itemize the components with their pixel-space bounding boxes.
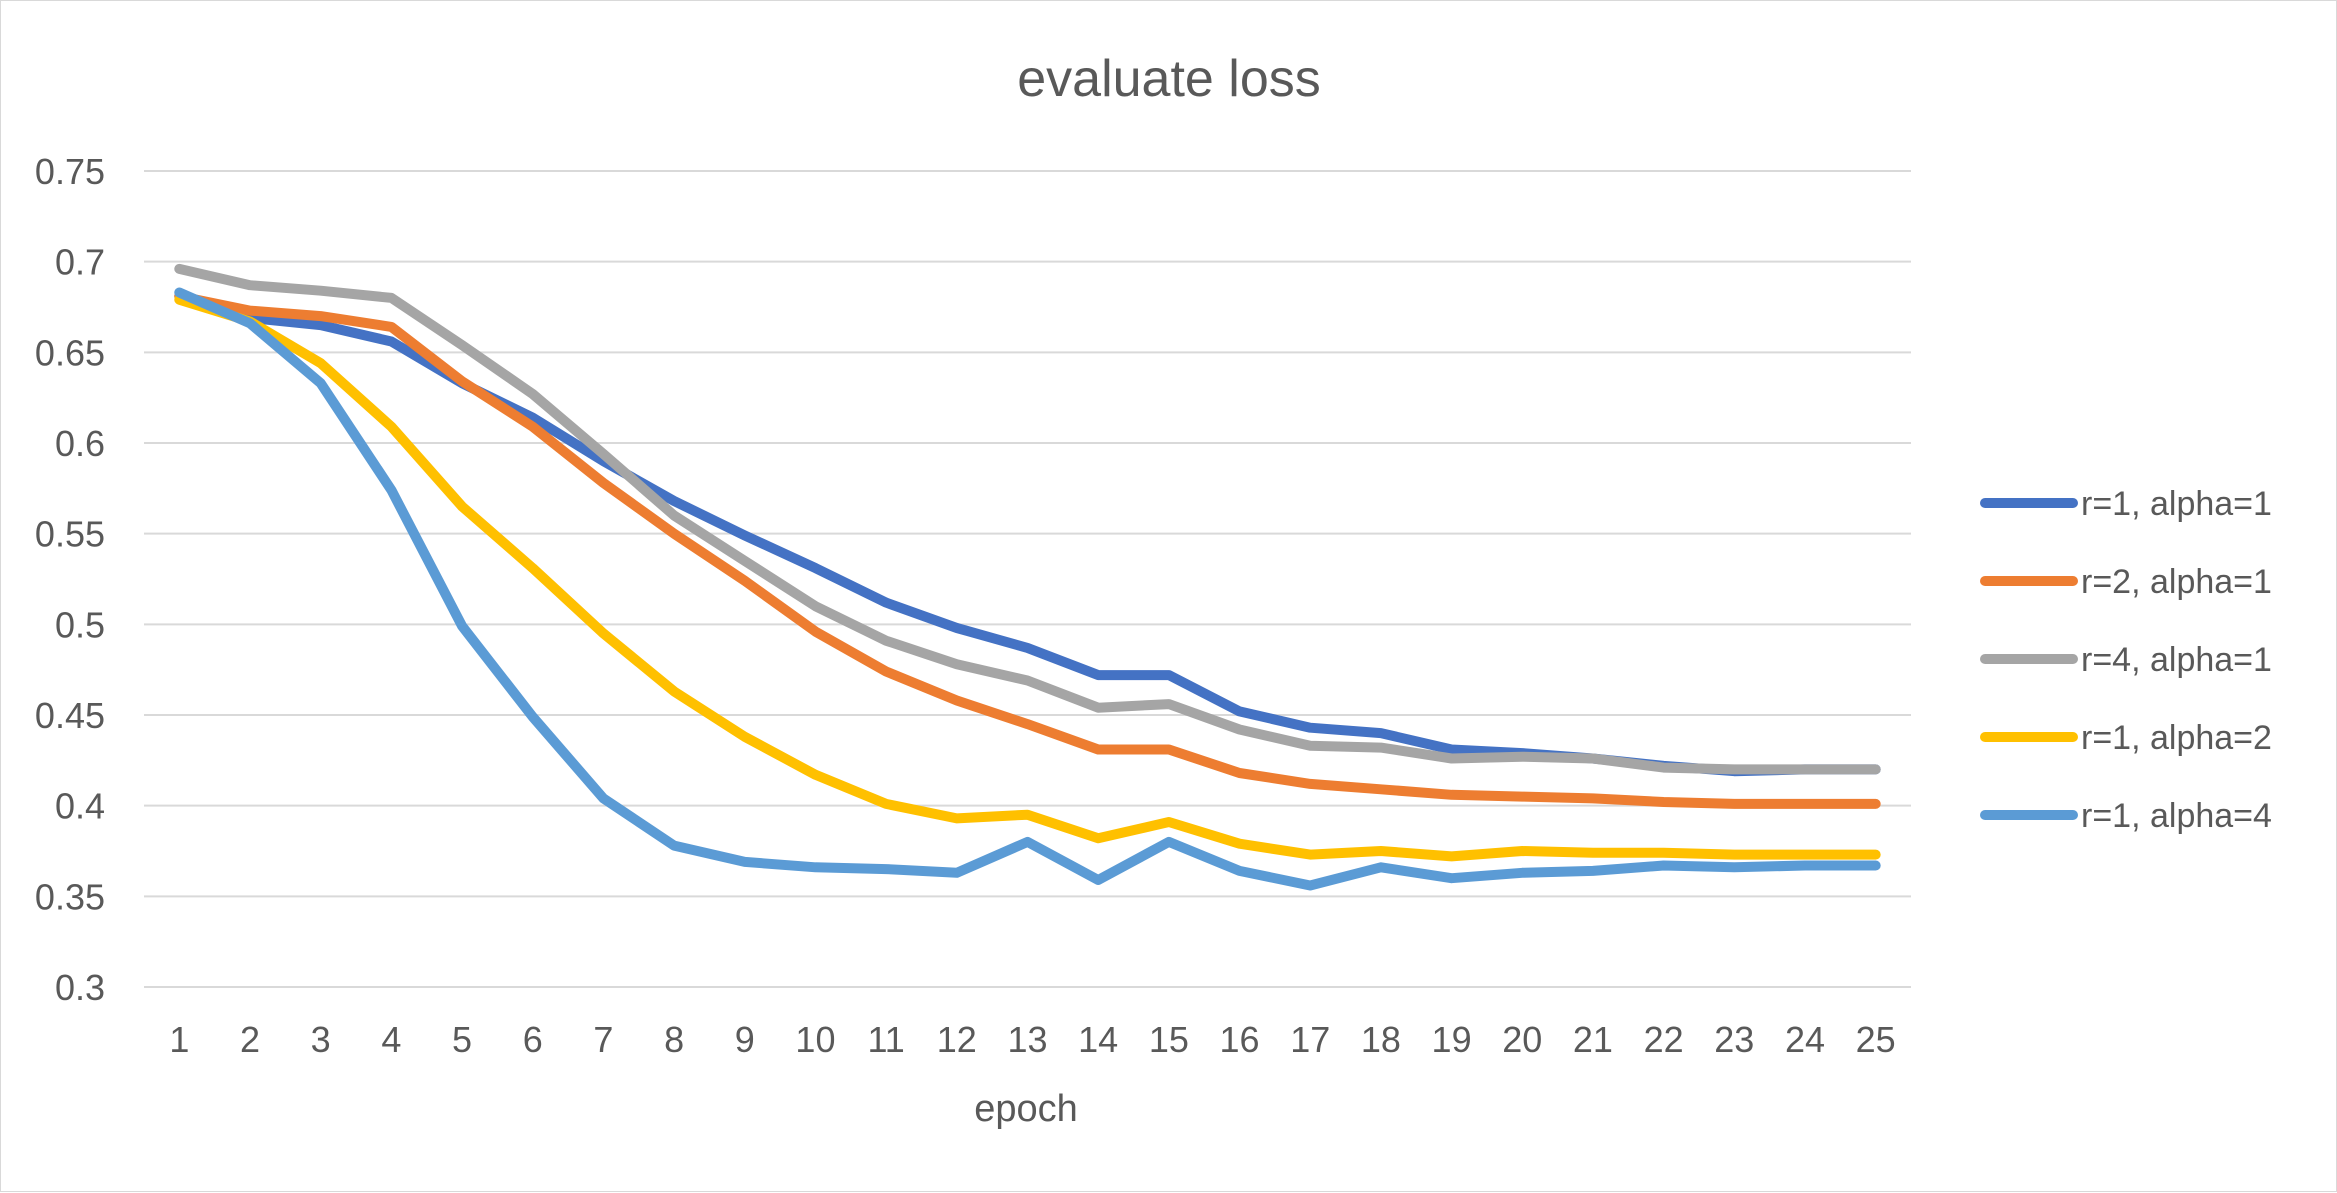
y-tick-label: 0.6 <box>55 423 105 464</box>
x-tick-label: 19 <box>1432 1019 1472 1060</box>
x-tick-label: 15 <box>1149 1019 1189 1060</box>
series-line-r-4-alpha-1 <box>174 263 1881 775</box>
x-tick-label: 6 <box>523 1019 543 1060</box>
y-tick-label: 0.45 <box>35 695 105 736</box>
x-tick-label: 21 <box>1573 1019 1613 1060</box>
x-tick-label: 16 <box>1220 1019 1260 1060</box>
y-tick-label: 0.4 <box>55 786 105 827</box>
chart-title: evaluate loss <box>1017 50 1321 108</box>
x-tick-label: 14 <box>1078 1019 1118 1060</box>
x-tick-label: 3 <box>311 1019 331 1060</box>
x-axis-tick-labels: 1 2 3 4 5 6 7 8 9 10 11 12 13 14 15 16 17 18 19 20 21 22 23 24 2… <box>169 1019 1895 1060</box>
series-line-r-1-alpha-4 <box>174 287 1881 891</box>
x-tick-label: 1 <box>169 1019 189 1060</box>
x-tick-label: 12 <box>937 1019 977 1060</box>
y-tick-label: 0.7 <box>55 242 105 283</box>
y-tick-label: 0.35 <box>35 876 105 917</box>
x-tick-label: 23 <box>1714 1019 1754 1060</box>
x-tick-label: 24 <box>1785 1019 1825 1060</box>
y-tick-label: 0.5 <box>55 604 105 645</box>
x-tick-label: 10 <box>795 1019 835 1060</box>
x-tick-label: 4 <box>381 1019 401 1060</box>
legend-label-r-1-alpha-1: r=1, alpha=1 <box>2081 485 2272 523</box>
series-line-r-1-alpha-2 <box>174 294 1881 862</box>
x-tick-label: 22 <box>1644 1019 1684 1060</box>
x-tick-label: 9 <box>735 1019 755 1060</box>
y-tick-label: 0.55 <box>35 514 105 555</box>
gridlines <box>144 170 1911 988</box>
x-tick-label: 18 <box>1361 1019 1401 1060</box>
y-tick-label: 0.75 <box>35 151 105 192</box>
y-axis-tick-labels: 0.3 0.35 0.4 0.45 0.5 0.55 0.6 0.65 0.7 0.75 <box>35 151 105 1008</box>
x-tick-label: 20 <box>1502 1019 1542 1060</box>
x-tick-label: 8 <box>664 1019 684 1060</box>
x-tick-label: 11 <box>867 1019 904 1060</box>
x-tick-label: 17 <box>1290 1019 1330 1060</box>
legend-label-r-1-alpha-4: r=1, alpha=4 <box>2081 797 2272 835</box>
x-tick-label: 2 <box>240 1019 260 1060</box>
x-tick-label: 13 <box>1007 1019 1047 1060</box>
x-tick-label: 25 <box>1856 1019 1896 1060</box>
series-lines <box>174 263 1881 891</box>
x-axis-label: epoch <box>974 1088 1078 1130</box>
x-tick-label: 5 <box>452 1019 472 1060</box>
legend-label-r-2-alpha-1: r=2, alpha=1 <box>2081 563 2272 601</box>
legend: r=1, alpha=1 r=2, alpha=1 r=4, alpha=1 r=1,… <box>1980 485 2272 835</box>
series-line-r-2-alpha-1 <box>174 291 1881 809</box>
y-tick-label: 0.3 <box>55 967 105 1008</box>
x-tick-label: 7 <box>593 1019 613 1060</box>
y-tick-label: 0.65 <box>35 332 105 373</box>
legend-label-r-1-alpha-2: r=1, alpha=2 <box>2081 719 2272 757</box>
legend-label-r-4-alpha-1: r=4, alpha=1 <box>2081 641 2272 679</box>
